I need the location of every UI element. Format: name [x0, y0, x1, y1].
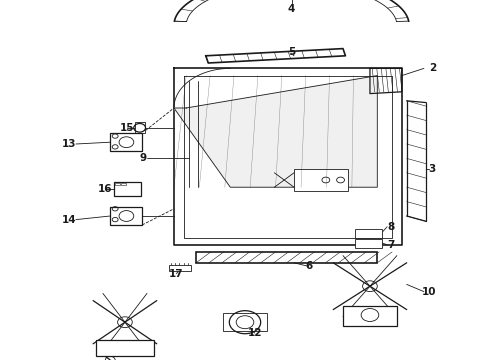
Text: 9: 9	[140, 153, 147, 163]
Bar	[135, 122, 145, 133]
Bar	[115, 183, 120, 185]
Polygon shape	[174, 76, 377, 187]
Bar	[110, 133, 142, 151]
Text: 5: 5	[288, 47, 295, 57]
Bar	[196, 252, 377, 263]
Bar	[110, 207, 142, 225]
Polygon shape	[206, 49, 345, 63]
Polygon shape	[174, 68, 402, 245]
Text: 10: 10	[421, 287, 436, 297]
Text: 7: 7	[387, 240, 394, 250]
Bar	[121, 183, 126, 185]
Text: 12: 12	[247, 328, 262, 338]
Text: 16: 16	[98, 184, 113, 194]
Text: 11: 11	[120, 342, 135, 352]
Text: 8: 8	[387, 222, 394, 232]
Bar	[294, 169, 348, 191]
Bar	[169, 265, 191, 271]
Bar	[114, 182, 141, 196]
Text: 14: 14	[61, 215, 76, 225]
Bar	[355, 229, 382, 238]
Text: 15: 15	[120, 123, 135, 133]
Text: 2: 2	[429, 63, 436, 73]
Bar	[96, 340, 154, 356]
Polygon shape	[370, 68, 402, 94]
Text: 3: 3	[429, 164, 436, 174]
Text: 13: 13	[61, 139, 76, 149]
Bar	[223, 313, 267, 331]
Text: 17: 17	[169, 269, 184, 279]
Bar	[343, 306, 397, 326]
Text: 6: 6	[305, 261, 312, 271]
Bar	[355, 239, 382, 248]
Text: 4: 4	[288, 4, 295, 14]
